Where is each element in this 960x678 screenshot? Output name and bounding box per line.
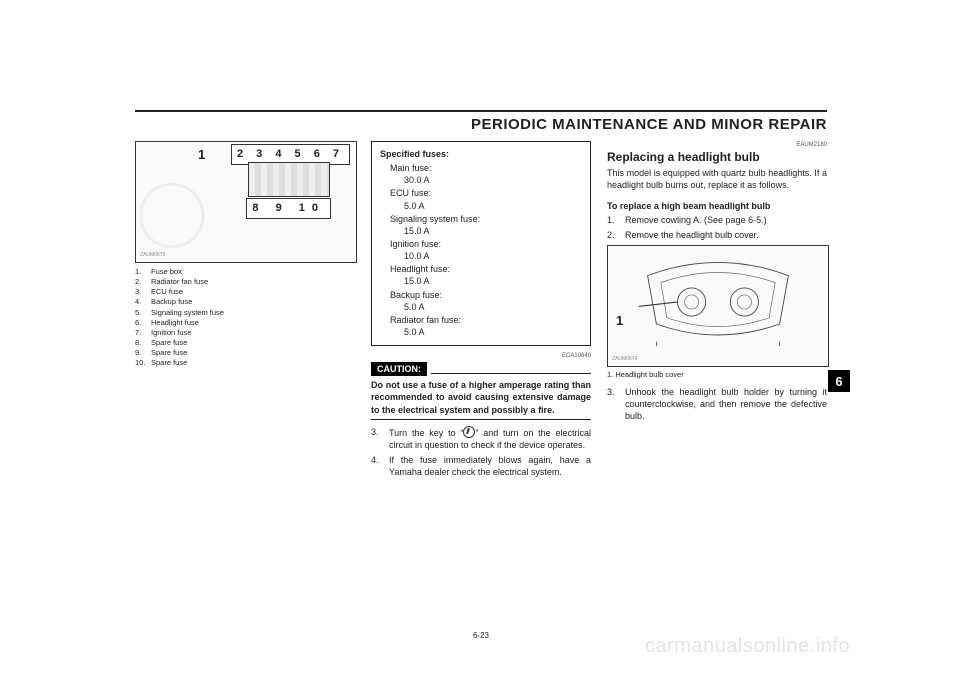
- step4-text: If the fuse immediately blows again, hav…: [389, 454, 591, 478]
- spec-row: Headlight fuse:15.0 A: [380, 263, 582, 287]
- chapter-tab: 6: [828, 370, 850, 392]
- section-title: PERIODIC MAINTENANCE AND MINOR REPAIR: [135, 116, 827, 133]
- fuse-array-box: [248, 162, 330, 197]
- parts-item: 6.Headlight fuse: [135, 318, 355, 328]
- caution-label: CAUTION:: [371, 362, 427, 376]
- topic-code: EAUM2180: [607, 141, 827, 149]
- fig3-code: ZAUM0674: [612, 356, 637, 363]
- column-3: EAUM2180 Replacing a headlight bulb This…: [607, 141, 827, 481]
- columns: 1 2 3 4 5 6 7 8 9 10 ZAUM0673 1.Fuse box…: [135, 141, 827, 481]
- header-rule: [135, 110, 827, 112]
- fig3-callout-1: 1: [616, 312, 623, 330]
- parts-item: 3.ECU fuse: [135, 287, 355, 297]
- caution-line: [431, 372, 591, 374]
- parts-item: 10.Spare fuse: [135, 358, 355, 368]
- column-2: Specified fuses: Main fuse:30.0 A ECU fu…: [371, 141, 591, 481]
- spec-title: Specified fuses:: [380, 148, 582, 160]
- fig1-callout-bottom: 8 9 10: [246, 198, 331, 219]
- step-4: 4. If the fuse immediately blows again, …: [371, 454, 591, 478]
- fuse-box-figure: 1 2 3 4 5 6 7 8 9 10 ZAUM0673: [135, 141, 357, 263]
- spec-row: ECU fuse:5.0 A: [380, 187, 582, 211]
- step3-pre: Turn the key to “: [389, 428, 463, 438]
- caution-row: CAUTION:: [371, 362, 591, 376]
- parts-item: 4.Backup fuse: [135, 297, 355, 307]
- col3-subhead: To replace a high beam headlight bulb: [607, 200, 827, 212]
- col3-step-2: 2. Remove the headlight bulb cover.: [607, 229, 827, 241]
- parts-item: 8.Spare fuse: [135, 338, 355, 348]
- parts-item: 5.Signaling system fuse: [135, 308, 355, 318]
- step-3: 3. Turn the key to “” and turn on the el…: [371, 426, 591, 451]
- spec-row: Signaling system fuse:15.0 A: [380, 213, 582, 237]
- caution-code: ECA10640: [371, 352, 591, 360]
- col3-intro: This model is equipped with quartz bulb …: [607, 167, 827, 191]
- page-canvas: 6 carmanualsonline.info PERIODIC MAINTEN…: [0, 0, 960, 678]
- parts-item: 1.Fuse box: [135, 267, 355, 277]
- caution-text: Do not use a fuse of a higher amperage r…: [371, 379, 591, 415]
- fig1-code: ZAUM0673: [140, 252, 165, 259]
- engine-sketch: [140, 152, 246, 258]
- caution-end-rule: [371, 419, 591, 420]
- fig1-callout-1: 1: [198, 146, 205, 164]
- parts-list: 1.Fuse box 2.Radiator fan fuse 3.ECU fus…: [135, 267, 355, 368]
- fig3-caption: 1. Headlight bulb cover: [607, 370, 827, 380]
- parts-item: 2.Radiator fan fuse: [135, 277, 355, 287]
- key-off-icon: [463, 426, 475, 438]
- parts-item: 7.Ignition fuse: [135, 328, 355, 338]
- page-number: 6-23: [135, 631, 827, 640]
- spec-box: Specified fuses: Main fuse:30.0 A ECU fu…: [371, 141, 591, 346]
- spec-row: Main fuse:30.0 A: [380, 162, 582, 186]
- spec-row: Ignition fuse:10.0 A: [380, 238, 582, 262]
- col3-step-1: 1. Remove cowling A. (See page 6-5.): [607, 214, 827, 226]
- spec-row: Radiator fan fuse:5.0 A: [380, 314, 582, 338]
- headlight-figure: 1 ZAUM0: [607, 245, 829, 367]
- col3-heading: Replacing a headlight bulb: [607, 149, 827, 165]
- page-content: PERIODIC MAINTENANCE AND MINOR REPAIR 1 …: [135, 110, 827, 640]
- headlight-sketch: [628, 258, 808, 346]
- column-1: 1 2 3 4 5 6 7 8 9 10 ZAUM0673 1.Fuse box…: [135, 141, 355, 481]
- col3-step-3: 3. Unhook the headlight bulb holder by t…: [607, 386, 827, 422]
- parts-item: 9.Spare fuse: [135, 348, 355, 358]
- spec-row: Backup fuse:5.0 A: [380, 289, 582, 313]
